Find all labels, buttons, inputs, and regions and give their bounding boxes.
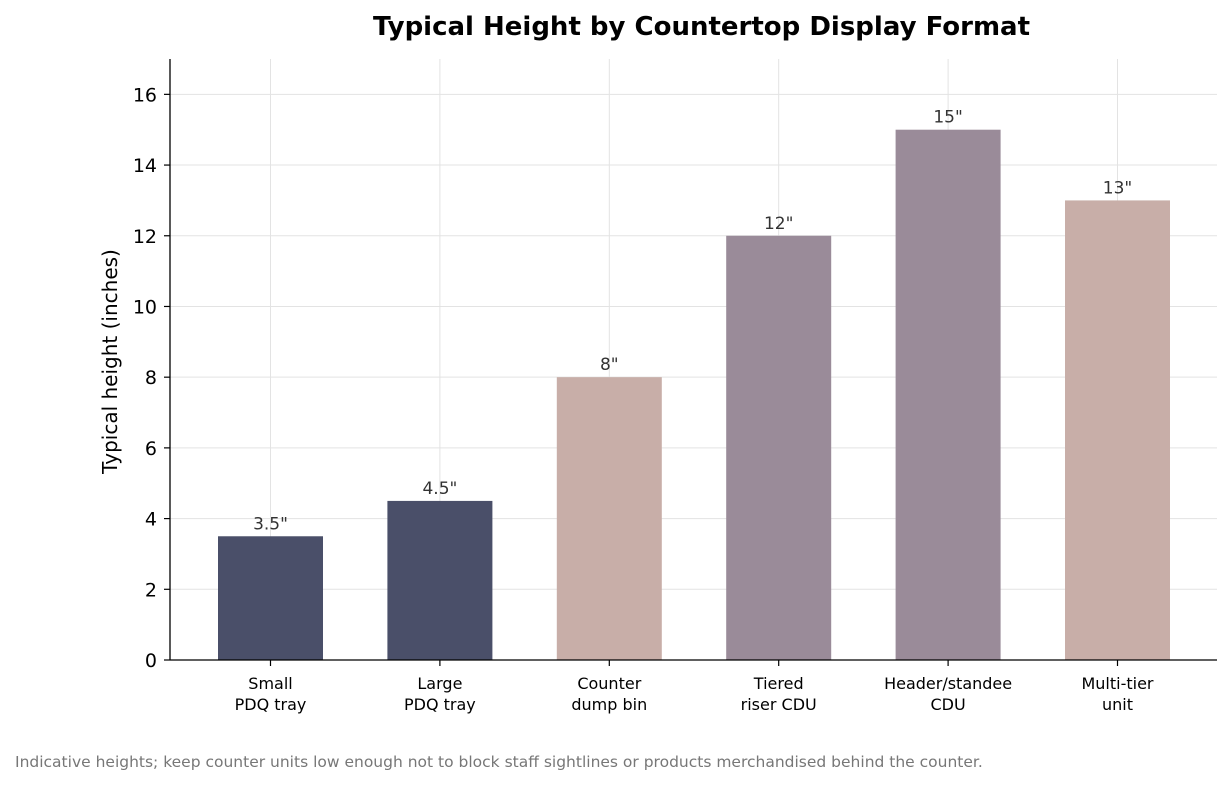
bar [726,235,832,660]
y-tick-label: 0 [145,650,157,672]
bar [556,377,662,660]
bar-value-label: 8" [600,355,619,375]
x-tick-label: Counter dump bin [571,674,647,714]
bar-value-label: 13" [1103,178,1132,198]
x-tick-label: Header/standee CDU [884,674,1012,714]
chart-title: Typical Height by Countertop Display For… [373,12,1030,42]
y-tick-label: 4 [145,509,157,531]
bar [1065,200,1170,661]
y-axis-label: Typical height (inches) [98,249,122,475]
bar-value-label: 15" [933,108,962,128]
bars [218,129,1170,661]
labels: 0 2 4 6 8 10 12 14 16 3.5" Small PDQ tray 4.5" Large P… [133,84,1154,714]
x-tick-label: Tiered riser CDU [741,674,817,714]
y-tick-label: 8 [145,367,157,389]
bar [895,129,1001,661]
y-tick-label: 2 [145,579,157,601]
axes [164,59,1217,666]
bar [387,500,493,660]
y-tick-label: 14 [133,155,157,177]
x-tick-label: Large PDQ tray [404,674,476,714]
y-tick-label: 6 [145,438,157,460]
x-tick-label: Multi-tier unit [1081,674,1153,714]
y-tick-label: 16 [133,84,157,106]
gridlines [170,59,1217,661]
footnote: Indicative heights; keep counter units l… [15,753,983,771]
bar [218,536,323,660]
x-tick-label: Small PDQ tray [235,674,307,714]
bar-value-label: 4.5" [422,479,457,499]
y-tick-label: 10 [133,296,157,318]
bar-value-label: 3.5" [253,514,288,534]
y-tick-label: 12 [133,226,157,248]
bar-value-label: 12" [764,214,793,234]
